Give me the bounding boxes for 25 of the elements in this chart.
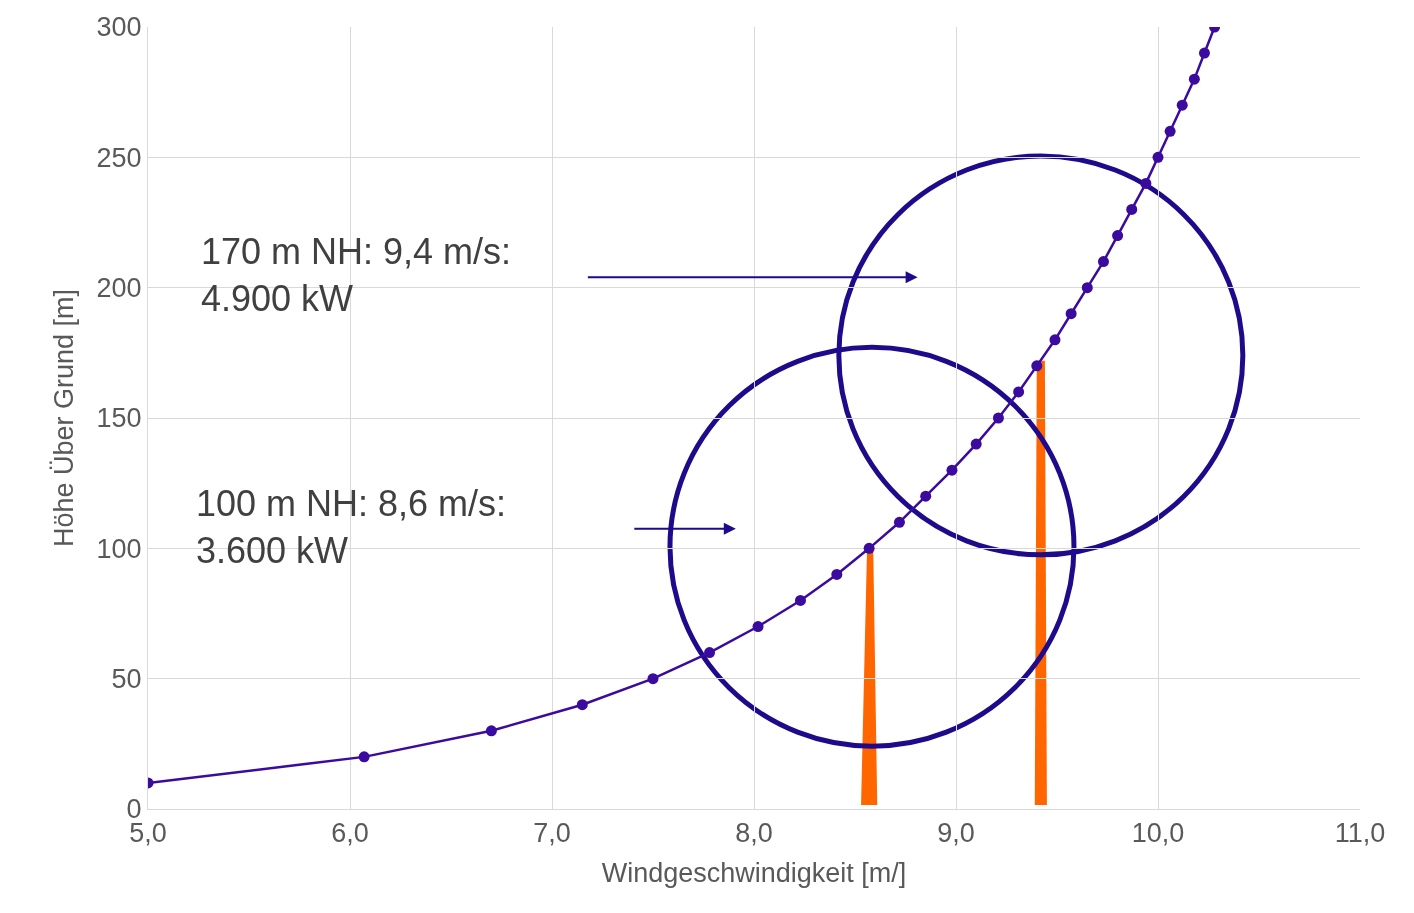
point: [358, 751, 370, 763]
x-tick-label: 5,0: [129, 818, 167, 849]
y-tick-label: 150: [96, 403, 142, 434]
annotation: 170 m NH: 9,4 m/s: 4.900 kW: [201, 231, 512, 319]
y-tick-label: 200: [96, 273, 142, 304]
y-axis-title: Höhe Über Grund [m]: [48, 288, 79, 548]
x-tick-label: 11,0: [1334, 818, 1386, 849]
point: [1198, 47, 1210, 59]
x-tick-label: 10,0: [1131, 818, 1185, 849]
point: [1164, 125, 1176, 137]
x-tick-label: 9,0: [937, 818, 975, 849]
x-tick-label: 6,0: [331, 818, 369, 849]
y-tick-label: 50: [111, 664, 142, 695]
point: [576, 699, 588, 711]
annotation: 100 m NH: 8,6 m/s: 3.600 kW: [196, 483, 507, 571]
point: [1176, 99, 1188, 111]
point: [485, 725, 497, 737]
y-tick-label: 300: [96, 12, 142, 43]
x-tick-label: 7,0: [533, 818, 571, 849]
y-tick-label: 100: [96, 533, 142, 564]
x-tick-label: 8,0: [735, 818, 773, 849]
point: [647, 673, 659, 685]
y-tick-label: 250: [96, 142, 142, 173]
x-axis-title: Windgeschwindigkeit [m/]: [601, 857, 907, 888]
point: [1188, 73, 1200, 85]
